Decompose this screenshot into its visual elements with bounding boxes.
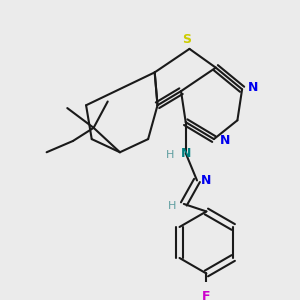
Text: H: H bbox=[168, 201, 177, 211]
Text: H: H bbox=[166, 150, 174, 160]
Text: N: N bbox=[248, 81, 259, 94]
Text: N: N bbox=[181, 147, 191, 160]
Text: N: N bbox=[201, 174, 212, 187]
Text: S: S bbox=[182, 33, 191, 46]
Text: N: N bbox=[220, 134, 230, 148]
Text: F: F bbox=[202, 290, 211, 300]
